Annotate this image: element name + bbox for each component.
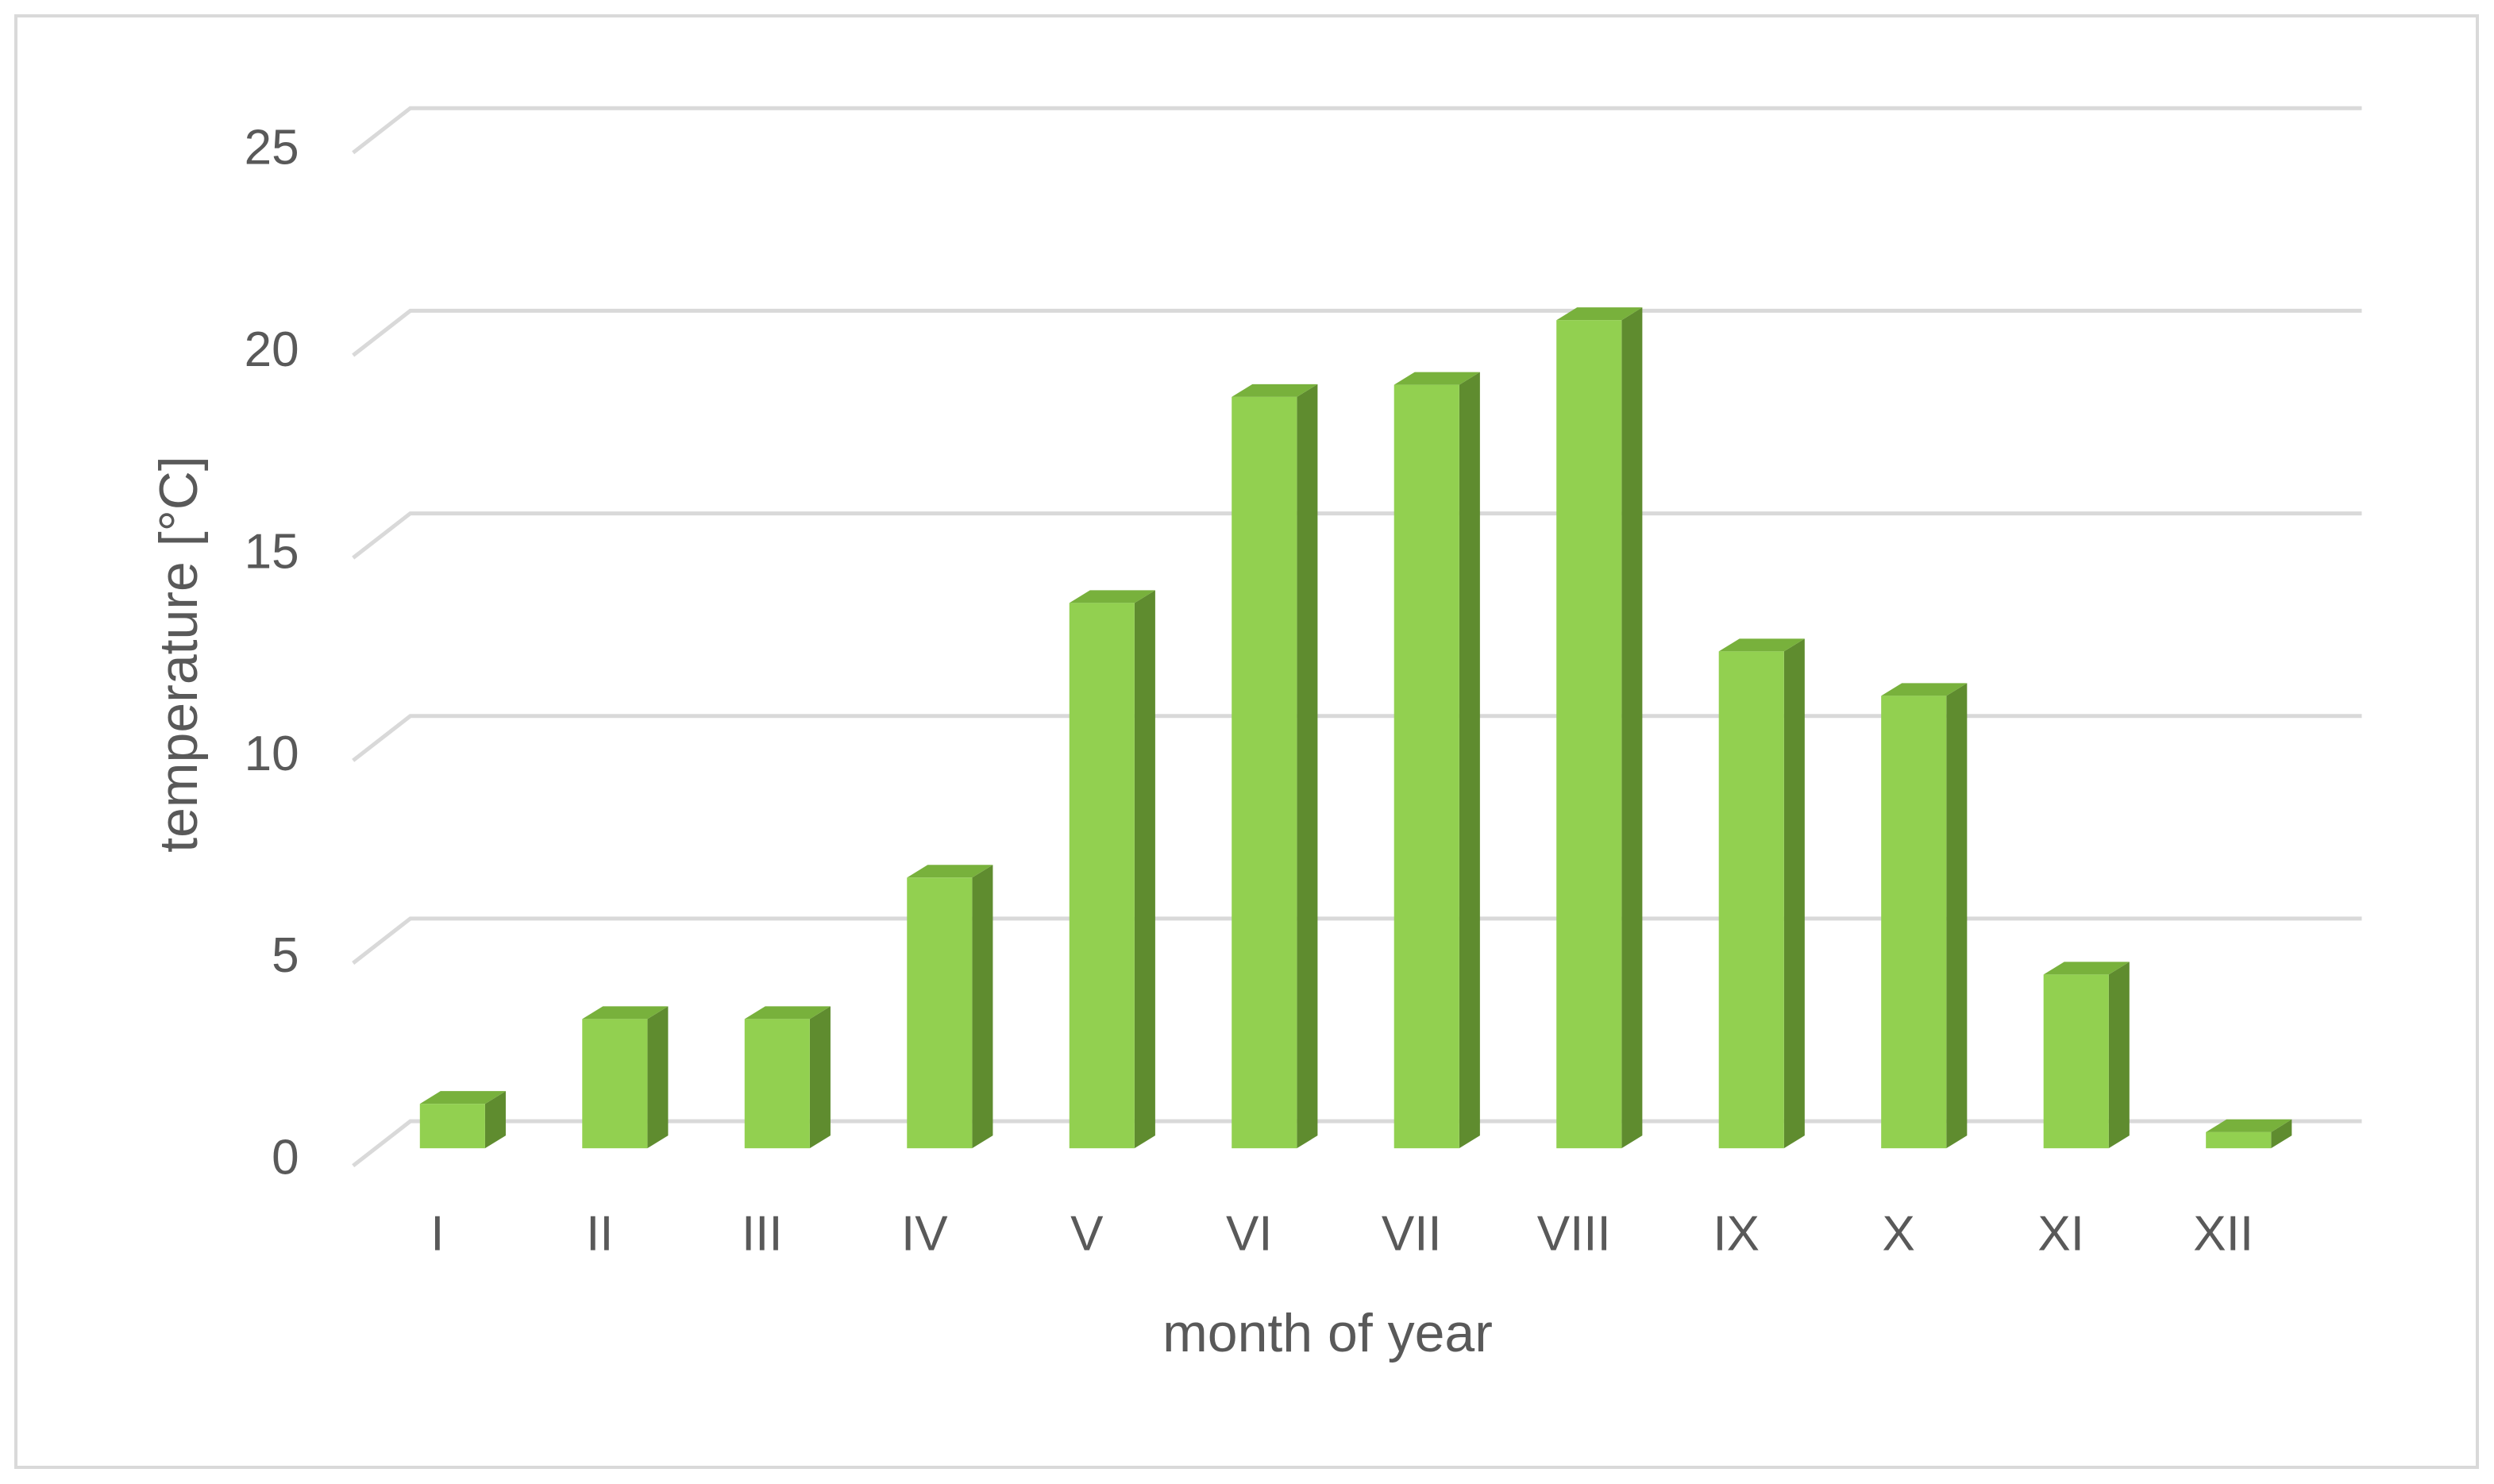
bar-top — [907, 865, 993, 878]
bars: I II III IV V VI VII VIII IX X XI XII — [419, 307, 2292, 1262]
bar — [907, 877, 973, 1149]
bar-side — [809, 1006, 831, 1149]
bar-top — [582, 1006, 669, 1020]
bar-side — [1621, 307, 1643, 1149]
bar — [1393, 384, 1459, 1149]
bar-side — [1459, 372, 1480, 1149]
bar-side — [1134, 590, 1155, 1149]
x-tick-label: VI — [1226, 1207, 1273, 1262]
y-tick-label: 25 — [245, 121, 299, 175]
bar-side — [1297, 384, 1318, 1149]
y-axis-title: temperature [°C] — [148, 456, 209, 853]
bar — [1556, 320, 1622, 1149]
bar-side — [647, 1006, 669, 1149]
x-tick-label: VII — [1382, 1207, 1442, 1262]
y-tick-label: 5 — [272, 928, 299, 983]
grid-line — [352, 511, 2362, 560]
bar — [582, 1019, 648, 1149]
bar-top — [1718, 638, 1805, 652]
x-tick-label: V — [1070, 1207, 1104, 1262]
grid: 0 5 10 15 20 25 — [245, 106, 2362, 1185]
bar-side — [2108, 962, 2130, 1149]
y-tick-label: 20 — [245, 322, 299, 377]
y-tick-label: 15 — [245, 524, 299, 579]
x-tick-label: III — [742, 1207, 783, 1262]
x-tick-label: XII — [2193, 1207, 2253, 1262]
grid-line — [352, 714, 2362, 762]
grid-line — [352, 308, 2362, 357]
bar-side — [2271, 1119, 2292, 1149]
bar-top — [1556, 307, 1643, 321]
bar-top — [2043, 962, 2130, 975]
bar — [419, 1104, 485, 1149]
bar-top — [744, 1006, 831, 1020]
x-tick-label: I — [430, 1207, 444, 1262]
bar — [1881, 696, 1947, 1149]
bar-side — [972, 865, 993, 1149]
x-tick-label: IX — [1713, 1207, 1760, 1262]
grid-line — [352, 916, 2362, 965]
bar-side — [1946, 683, 1968, 1149]
x-tick-label: IV — [901, 1207, 948, 1262]
bar — [1718, 651, 1784, 1149]
bar-top — [1069, 590, 1155, 603]
bar — [2206, 1131, 2272, 1149]
bar — [1069, 603, 1135, 1149]
bar-top — [1232, 384, 1318, 397]
x-tick-label: XI — [2037, 1207, 2084, 1262]
grid-line — [352, 1119, 2362, 1168]
bar-side — [484, 1091, 506, 1149]
bar — [744, 1019, 810, 1149]
x-axis-title: month of year — [1162, 1303, 1493, 1363]
bar-top — [2206, 1119, 2292, 1132]
grid-line — [352, 106, 2362, 155]
bar-top — [1393, 372, 1480, 385]
x-tick-label: VIII — [1537, 1207, 1611, 1262]
bar-top — [1881, 683, 1968, 696]
bar — [2043, 974, 2109, 1149]
y-tick-label: 10 — [245, 727, 299, 781]
bar-top — [419, 1091, 506, 1104]
bar-side — [1783, 638, 1805, 1149]
x-tick-label: X — [1883, 1207, 1915, 1262]
bar — [1232, 396, 1297, 1149]
x-tick-label: II — [586, 1207, 613, 1262]
y-tick-label: 0 — [272, 1131, 299, 1185]
